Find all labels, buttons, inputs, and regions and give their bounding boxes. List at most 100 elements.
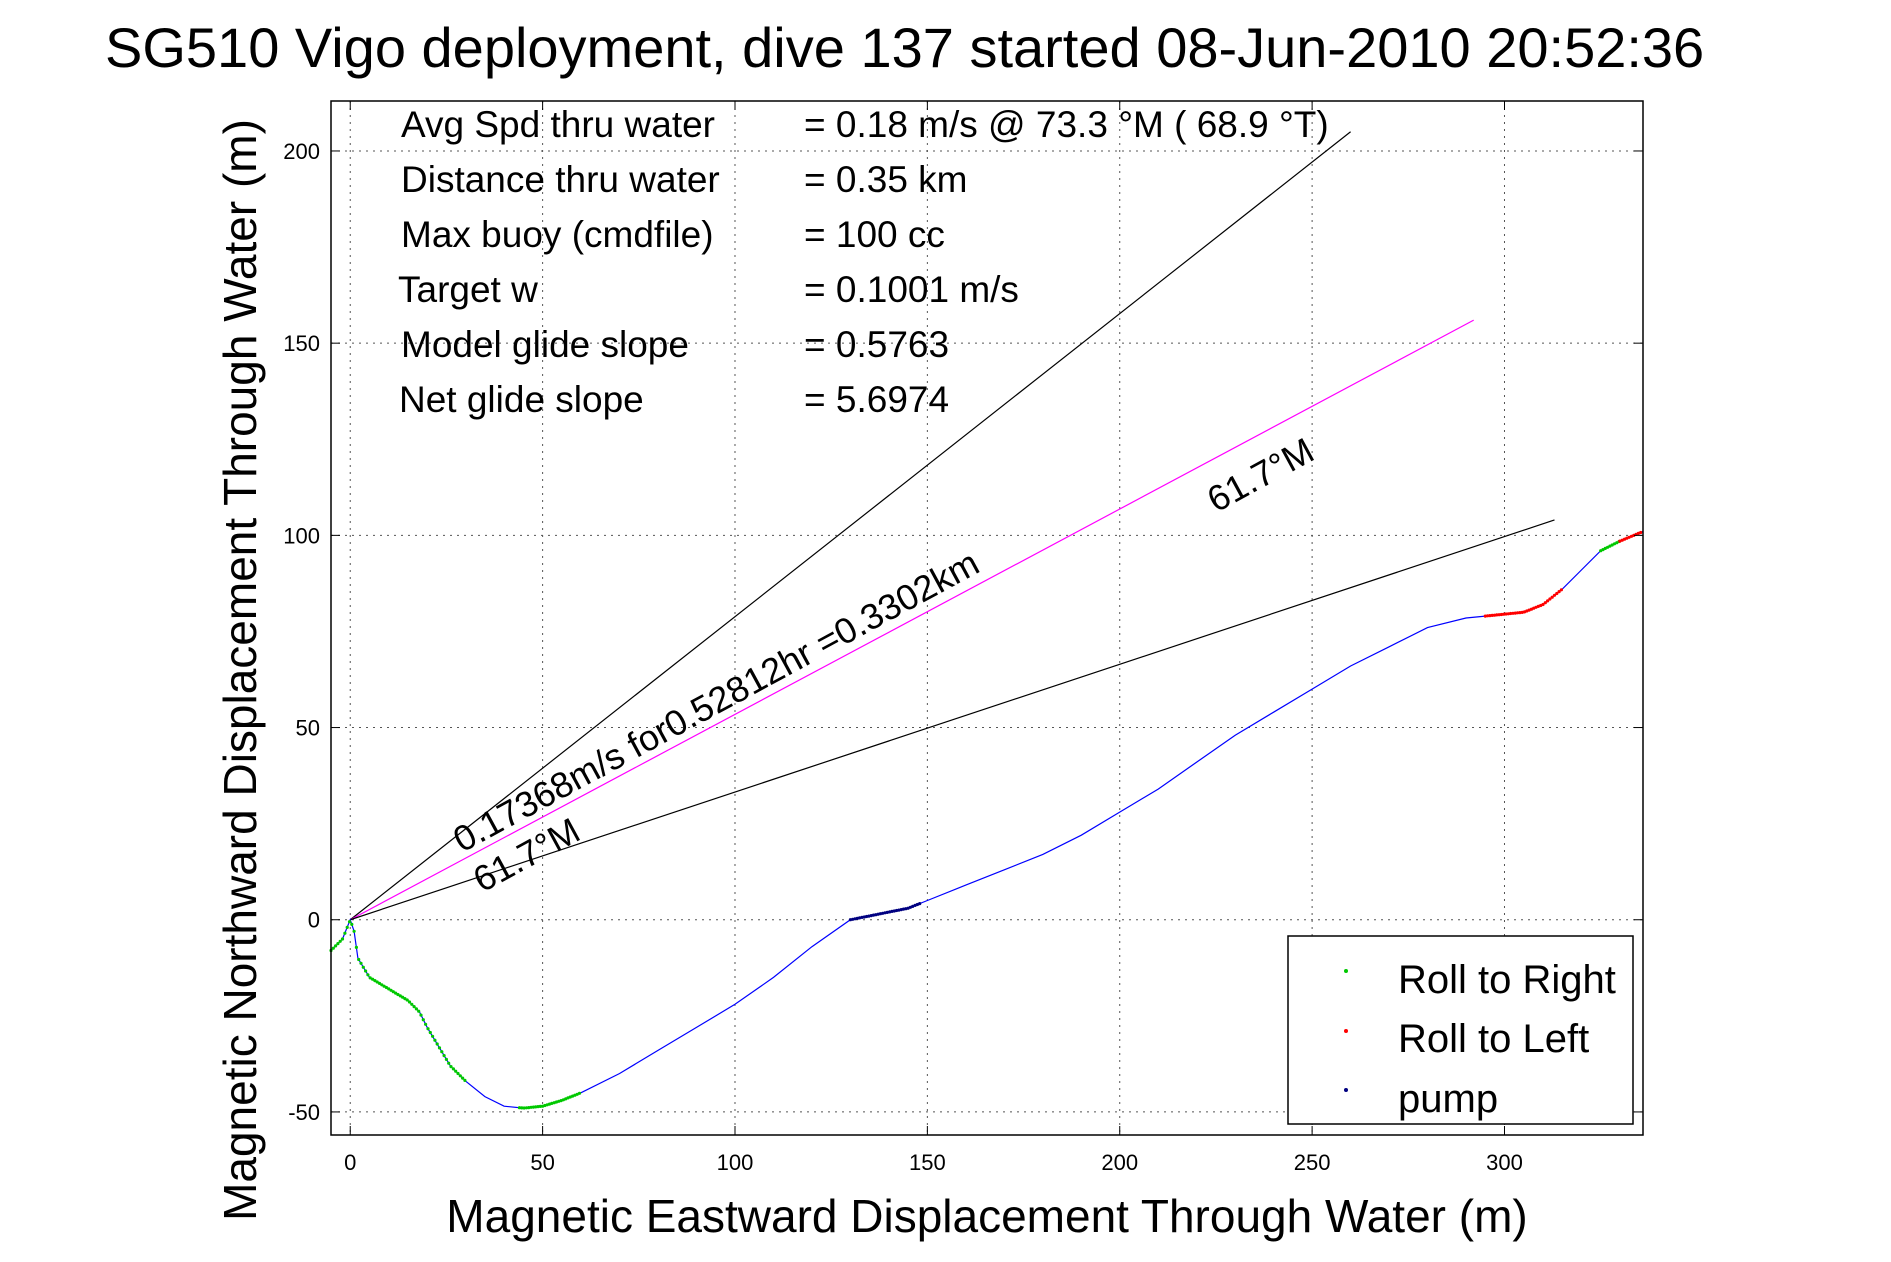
marker-roll-to-right xyxy=(336,942,340,946)
marker-roll-to-right xyxy=(463,1078,467,1082)
marker-roll-to-left xyxy=(1511,611,1515,615)
marker-roll-to-right xyxy=(334,944,338,948)
info-label-max-buoy: Max buoy (cmdfile) xyxy=(401,214,714,255)
marker-roll-to-left xyxy=(1548,597,1552,601)
info-block: Avg Spd thru water = 0.18 m/s @ 73.3 °M … xyxy=(398,104,1329,420)
x-tick-label: 250 xyxy=(1294,1150,1331,1175)
marker-roll-to-left xyxy=(1627,535,1631,539)
legend-label-pump: pump xyxy=(1398,1077,1498,1121)
y-tick-label: -50 xyxy=(288,1100,320,1125)
marker-roll-to-right xyxy=(340,937,345,941)
marker-roll-to-right xyxy=(417,1009,421,1013)
ticks: 0 50 100 150 200 250 300 -50 0 50 100 150 200 xyxy=(283,101,1643,1175)
marker-roll-to-left xyxy=(1546,599,1550,603)
reference-line-mean-velocity xyxy=(349,319,1474,921)
marker-roll-to-left xyxy=(1516,611,1520,615)
x-tick-label: 50 xyxy=(530,1150,554,1175)
marker-roll-to-right xyxy=(384,985,388,990)
marker-roll-to-right xyxy=(431,1034,435,1038)
x-tick-label: 100 xyxy=(717,1150,754,1175)
legend: Roll to Right Roll to Left pump xyxy=(1287,935,1634,1125)
marker-roll-to-right xyxy=(440,1050,444,1054)
legend-marker-pump xyxy=(1344,1088,1348,1092)
marker-roll-to-right xyxy=(419,1013,423,1017)
marker-roll-to-left xyxy=(1497,613,1501,617)
marker-roll-to-right xyxy=(405,998,409,1002)
info-label-target-w: Target w xyxy=(398,269,538,310)
x-tick-label: 300 xyxy=(1486,1150,1523,1175)
marker-roll-to-right xyxy=(529,1105,533,1109)
marker-roll-to-right xyxy=(414,1007,418,1011)
marker-roll-to-right xyxy=(380,983,384,987)
marker-roll-to-left xyxy=(1488,614,1492,618)
marker-roll-to-right xyxy=(410,1002,414,1006)
info-value-model-glide: = 0.5763 xyxy=(804,324,949,365)
marker-roll-to-right xyxy=(550,1101,554,1105)
marker-roll-to-right xyxy=(412,1005,416,1009)
marker-roll-to-right xyxy=(377,981,382,986)
marker-roll-to-right xyxy=(391,990,395,994)
x-tick-label: 200 xyxy=(1101,1150,1138,1175)
marker-roll-to-right xyxy=(435,1042,439,1046)
y-tick-label: 200 xyxy=(283,139,320,164)
info-value-target-w: = 0.1001 m/s xyxy=(804,269,1019,310)
y-tick-label: 100 xyxy=(283,523,320,548)
info-label-net-glide: Net glide slope xyxy=(399,379,644,420)
marker-roll-to-right xyxy=(366,973,370,977)
reference-line-heading-lower xyxy=(350,519,1555,921)
marker-roll-to-right xyxy=(350,922,354,927)
marker-roll-to-right xyxy=(437,1046,442,1050)
marker-roll-to-right xyxy=(343,931,347,935)
marker-roll-to-left xyxy=(1555,591,1559,596)
reference-lines xyxy=(349,131,1555,921)
marker-roll-to-right xyxy=(368,976,372,980)
marker-roll-to-right xyxy=(389,988,393,992)
marker-roll-to-right xyxy=(354,945,358,950)
marker-roll-to-right xyxy=(401,995,405,999)
y-tick-label: 50 xyxy=(296,716,320,741)
marker-roll-to-right xyxy=(364,969,368,973)
x-tick-label: 0 xyxy=(344,1150,356,1175)
marker-roll-to-right xyxy=(426,1027,430,1031)
marker-roll-to-left xyxy=(1559,588,1563,592)
marker-roll-to-right xyxy=(371,977,375,981)
marker-roll-to-right xyxy=(461,1076,465,1080)
y-tick-label: 150 xyxy=(283,331,320,356)
marker-roll-to-left xyxy=(1495,613,1499,617)
marker-roll-to-right xyxy=(396,992,400,997)
info-value-distance: = 0.35 km xyxy=(804,159,968,200)
marker-roll-to-right xyxy=(361,965,365,969)
reference-line-heading-upper xyxy=(349,131,1351,921)
marker-roll-to-right xyxy=(403,997,407,1001)
marker-roll-to-left xyxy=(1541,602,1545,607)
marker-roll-to-left xyxy=(1536,604,1540,609)
marker-roll-to-right xyxy=(359,961,363,965)
legend-marker-roll-right xyxy=(1344,969,1348,973)
marker-roll-to-right xyxy=(517,1106,522,1110)
marker-roll-to-right xyxy=(449,1065,453,1069)
marker-roll-to-right xyxy=(433,1038,437,1042)
legend-label-roll-left: Roll to Left xyxy=(1398,1017,1589,1061)
marker-roll-to-right xyxy=(454,1069,458,1073)
marker-roll-to-left xyxy=(1486,614,1490,618)
info-label-avg-speed: Avg Spd thru water xyxy=(401,104,715,145)
info-value-net-glide: = 5.6974 xyxy=(804,379,949,420)
info-label-distance: Distance thru water xyxy=(401,159,720,200)
marker-roll-to-left xyxy=(1552,593,1557,597)
marker-roll-to-right xyxy=(357,957,361,962)
marker-roll-to-left xyxy=(1502,612,1506,616)
marker-pump xyxy=(911,904,915,909)
marker-roll-to-right xyxy=(442,1054,446,1058)
roll-markers xyxy=(329,530,1643,1110)
marker-roll-to-right xyxy=(387,987,391,991)
chart-title: SG510 Vigo deployment, dive 137 started … xyxy=(105,16,1704,79)
info-label-model-glide: Model glide slope xyxy=(401,324,689,365)
plot-frame xyxy=(330,100,1644,1136)
legend-marker-roll-left xyxy=(1344,1029,1348,1033)
info-value-avg-speed: = 0.18 m/s @ 73.3 °M ( 68.9 °T) xyxy=(804,104,1329,145)
x-axis-label: Magnetic Eastward Displacement Through W… xyxy=(446,1190,1527,1242)
legend-label-roll-right: Roll to Right xyxy=(1398,958,1616,1002)
marker-pump xyxy=(885,910,889,915)
marker-roll-to-right xyxy=(524,1106,529,1110)
